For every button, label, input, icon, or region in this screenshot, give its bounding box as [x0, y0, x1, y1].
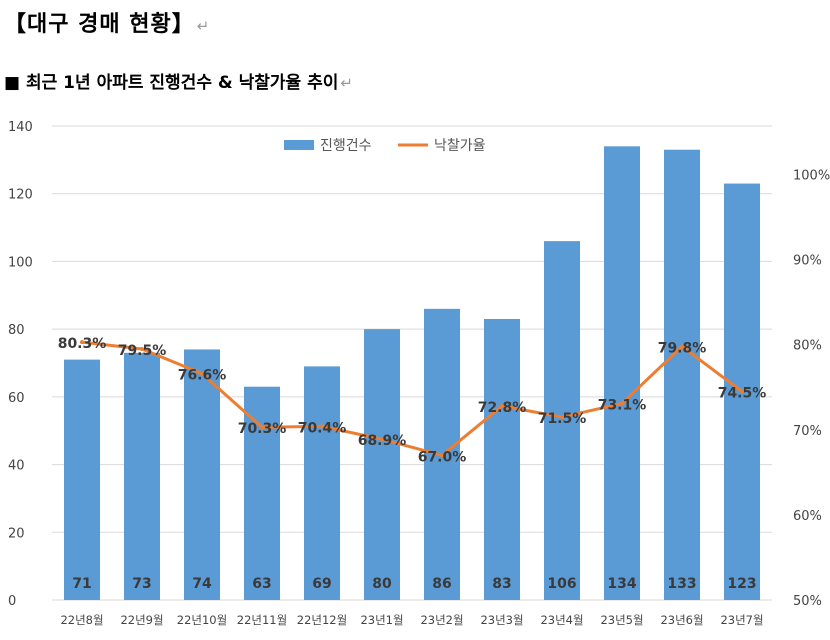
left-axis-ticks: 0 20 40 60 80 100 120 140 [8, 120, 33, 609]
x-tick-label: 23년2월 [420, 613, 463, 627]
line-point [740, 389, 744, 394]
line-point [560, 415, 564, 420]
bar [64, 359, 100, 600]
paragraph-mark-icon: ↵ [196, 17, 211, 35]
x-tick-label: 23년5월 [600, 613, 643, 627]
x-tick-label: 23년3월 [480, 613, 523, 627]
line-value-label: 67.0% [418, 449, 467, 465]
legend-label: 진행건수 [320, 138, 372, 154]
line-value-label: 76.6% [178, 368, 227, 384]
bar [544, 241, 580, 600]
line-value-label: 68.9% [358, 433, 407, 449]
line-value-label: 79.8% [658, 340, 707, 356]
chart-subtitle: ■ 최근 1년 아파트 진행건수 & 낙찰가율 추이 ↵ [4, 73, 353, 93]
bar [304, 366, 340, 600]
bar-value-label: 73 [132, 576, 151, 592]
page-title: 【대구 경매 현황】 ↵ [4, 12, 211, 37]
line-value-label: 73.1% [598, 397, 647, 413]
paragraph-mark-icon: ↵ [340, 74, 353, 92]
bar [184, 349, 220, 600]
bar-value-label: 106 [547, 576, 576, 592]
bar [664, 149, 700, 600]
bar-value-label: 69 [312, 576, 331, 592]
left-tick-label: 40 [8, 459, 25, 474]
left-tick-label: 20 [8, 526, 25, 541]
legend: 진행건수 낙찰가율 [284, 138, 486, 154]
line-point [680, 344, 684, 349]
right-tick-label: 80% [793, 339, 822, 354]
x-tick-label: 23년1월 [360, 613, 403, 627]
left-tick-label: 80 [8, 323, 25, 338]
left-tick-label: 100 [8, 255, 33, 270]
right-tick-label: 70% [793, 424, 822, 439]
bar-value-label: 74 [192, 576, 212, 592]
bar-value-label: 83 [492, 576, 511, 592]
line-point [80, 340, 84, 345]
bar-series [64, 146, 760, 601]
bar [244, 386, 280, 600]
x-tick-label: 22년10월 [177, 613, 227, 627]
left-tick-label: 140 [8, 120, 33, 135]
bar-value-label: 63 [252, 576, 271, 592]
line-value-label: 70.3% [238, 421, 287, 437]
bar [364, 329, 400, 600]
bar-value-label: 86 [432, 576, 451, 592]
legend-bar-swatch [284, 140, 314, 150]
line-series [80, 340, 744, 458]
line-value-label: 70.4% [298, 420, 347, 436]
x-tick-label: 23년6월 [660, 613, 703, 627]
bar-value-label: 123 [727, 576, 756, 592]
right-tick-label: 50% [793, 594, 822, 609]
line-value-label: 80.3% [58, 336, 107, 352]
x-axis-ticks: 22년8월 22년9월 22년10월 22년11월 22년12월 23년1월 23년2월 23… [60, 613, 763, 627]
x-tick-label: 22년8월 [60, 613, 103, 627]
bar-value-label: 80 [372, 576, 392, 592]
line-point [320, 424, 324, 429]
line-path [80, 340, 744, 457]
bar [124, 352, 160, 600]
line-point [440, 453, 444, 458]
bar-value-label: 134 [607, 576, 636, 592]
bar-value-label: 71 [72, 576, 91, 592]
line-point [380, 437, 384, 442]
x-tick-label: 23년7월 [720, 613, 763, 627]
legend-label: 낙찰가율 [434, 138, 486, 154]
right-tick-label: 100% [793, 169, 830, 184]
bar [484, 318, 520, 600]
line-value-labels: 80.3% 79.5% 76.6% 70.3% 70.4% 68.9% 67.0% 72.8%… [58, 336, 767, 465]
line-point [260, 425, 264, 430]
x-tick-label: 23년4월 [540, 613, 583, 627]
bar [604, 146, 640, 601]
line-point [500, 403, 504, 408]
right-tick-label: 60% [793, 509, 822, 524]
line-value-label: 74.5% [718, 386, 767, 402]
left-tick-label: 0 [8, 594, 16, 609]
line-value-label: 79.5% [118, 343, 167, 359]
grid-lines [52, 125, 772, 601]
combo-chart: 0 20 40 60 80 100 120 140 50% 60% 70% 80% 90% 100% 7… [8, 120, 830, 627]
bar-value-labels: 71 73 74 63 69 80 86 83 106 134 133 123 [72, 576, 756, 592]
left-tick-label: 60 [8, 391, 25, 406]
x-tick-label: 22년11월 [237, 613, 287, 627]
x-tick-label: 22년9월 [120, 613, 163, 627]
right-tick-label: 90% [793, 254, 822, 269]
line-point [200, 371, 204, 376]
bar-value-label: 133 [667, 576, 696, 592]
line-value-label: 72.8% [478, 400, 527, 416]
line-point [620, 401, 624, 406]
left-tick-label: 120 [8, 188, 33, 203]
line-point [140, 346, 144, 351]
line-value-label: 71.5% [538, 411, 587, 427]
right-axis-ticks: 50% 60% 70% 80% 90% 100% [793, 169, 830, 609]
x-tick-label: 22년12월 [297, 613, 347, 627]
